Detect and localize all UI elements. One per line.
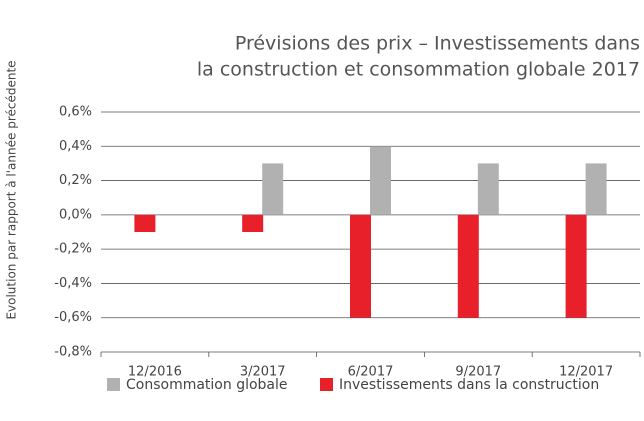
chart-title: Prévisions des prix – Investissements da… [235,33,640,55]
x-tick-label: 12/2017 [559,365,613,380]
bar [134,214,156,232]
legend-swatch [107,378,120,391]
chart-title: la construction et consommation globale … [197,59,640,81]
y-tick-label: 0,6% [59,105,92,120]
legend-label: Investissements dans la construction [339,377,599,393]
bar [477,163,499,215]
bar [262,163,284,215]
x-tick-label: 9/2017 [455,365,501,380]
x-tick-label: 6/2017 [348,365,394,380]
y-tick-label: -0,4% [54,276,92,291]
y-tick-label: 0,2% [59,173,92,188]
y-tick-label: 0,0% [59,207,92,222]
bar [350,214,371,318]
bar [242,214,264,232]
y-tick-label: -0,8% [54,345,92,360]
legend-swatch [320,378,333,391]
x-tick-label: 12/2016 [128,365,182,380]
y-tick-label: 0,4% [59,139,92,154]
bar [565,214,587,318]
legend-label: Consommation globale [126,377,288,393]
bar [585,163,607,215]
y-axis-label: Evolution par rapport à l'année précéden… [5,60,19,319]
bar [370,146,391,215]
y-tick-label: -0,6% [54,310,92,325]
y-tick-label: -0,2% [54,242,92,257]
x-tick-label: 3/2017 [240,365,286,380]
bar [457,214,479,318]
